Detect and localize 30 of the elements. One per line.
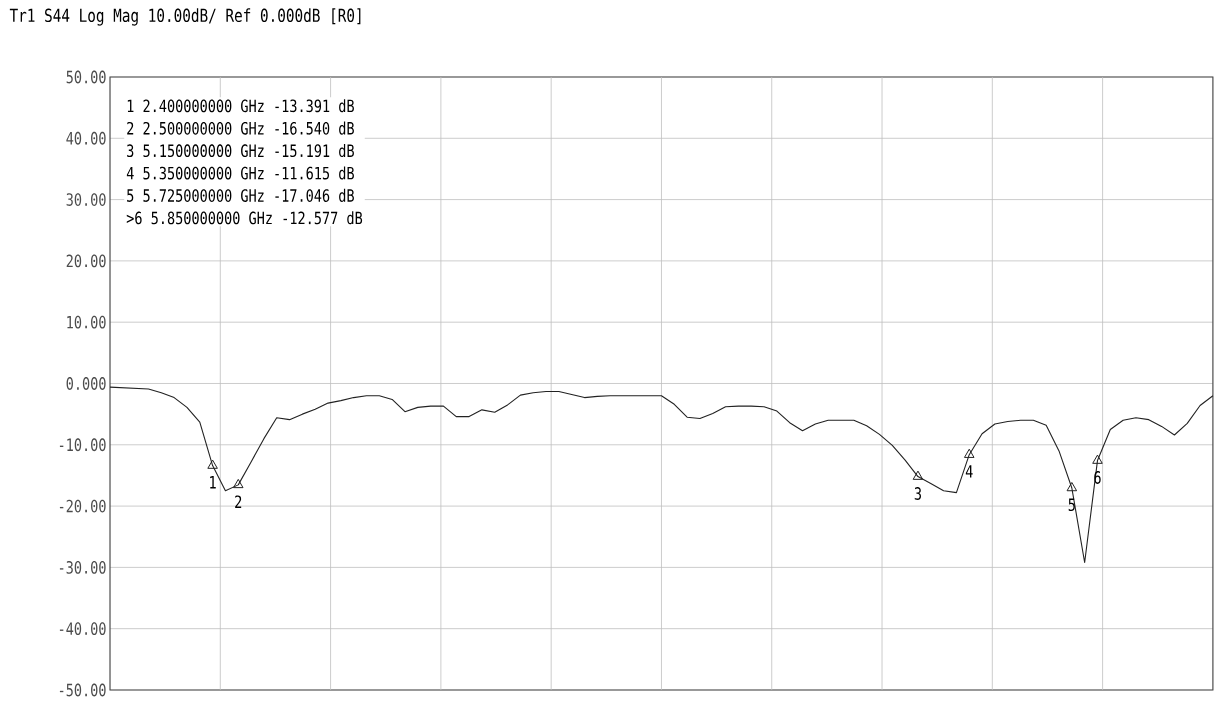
y-tick-label: -30.00 <box>59 560 106 574</box>
annotation: >6 5.850000000 GHz -12.577 dB <box>126 211 363 225</box>
point <box>1066 481 1078 492</box>
annotation: 5 <box>1068 498 1075 512</box>
y-tick-label: -40.00 <box>59 622 106 636</box>
y-tick-label: 30.00 <box>66 193 106 206</box>
point <box>912 470 924 480</box>
y-tick-label: 0.000 <box>66 377 106 390</box>
annotation: 2 2.500000000 GHz -16.540 dB <box>127 121 354 135</box>
annotation: 1 <box>210 476 216 489</box>
point <box>207 459 218 469</box>
point <box>1092 454 1103 464</box>
annotation: 2 <box>235 495 242 508</box>
annotation: 3 5.150000000 GHz -15.191 dB <box>127 144 354 158</box>
y-tick-label: -10.00 <box>59 438 106 452</box>
y-tick-label: 40.00 <box>66 131 106 145</box>
annotation: 4 5.350000000 GHz -11.615 dB <box>126 166 354 180</box>
point <box>963 448 975 458</box>
y-tick-label: 20.00 <box>66 254 106 268</box>
y-tick-label: 10.00 <box>67 315 106 329</box>
y-tick-label: 50.00 <box>66 70 106 84</box>
annotation: 6 <box>1094 471 1101 484</box>
annotation: 1 2.400000000 GHz -13.391 dB <box>127 99 354 113</box>
annotation: 5 5.725000000 GHz -17.046 dB <box>127 188 354 202</box>
annotation: 4 <box>965 465 973 478</box>
point <box>232 478 244 489</box>
y-tick-label: -20.00 <box>59 499 106 513</box>
annotation: 3 <box>914 487 921 500</box>
chart-title: Tr1 S44 Log Mag 10.00dB/ Ref 0.000dB [R0] <box>9 8 361 26</box>
y-tick-label: -50.00 <box>59 683 106 697</box>
